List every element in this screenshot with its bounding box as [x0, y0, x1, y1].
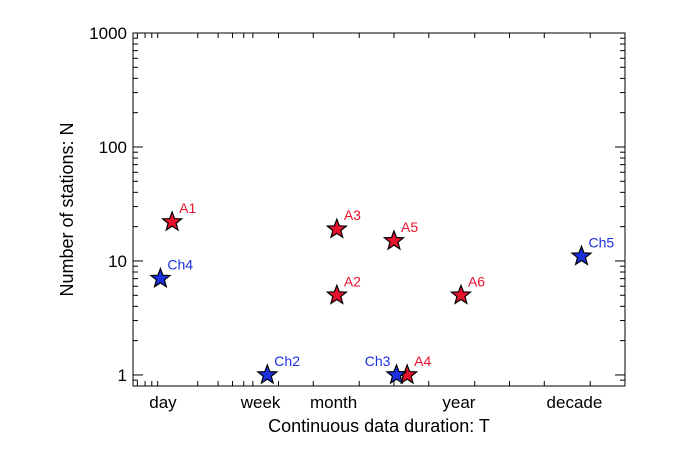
star-marker-ch2: [256, 363, 279, 385]
point-label-ch5: Ch5: [588, 234, 614, 250]
star-marker-ch3: [385, 363, 408, 385]
point-label-ch2: Ch2: [274, 353, 300, 369]
point-label-a4: A4: [414, 353, 431, 369]
x-tick-label: week: [240, 393, 281, 412]
star-marker-ch4: [149, 266, 172, 289]
point-label-ch3: Ch3: [365, 353, 391, 369]
star-marker-ch5: [570, 244, 593, 266]
point-label-a1: A1: [179, 200, 196, 216]
data-points: A1 A2 A3 A4 A5 A6 Ch2 Ch3 Ch4 Ch5: [149, 200, 614, 385]
y-tick-label: 1: [118, 366, 127, 385]
star-marker-a1: [160, 210, 184, 232]
point-label-a6: A6: [468, 273, 485, 289]
y-tick-label: 100: [99, 138, 127, 157]
x-tick-label: month: [310, 393, 357, 412]
plot-frame: [132, 32, 626, 387]
y-tick-label: 10: [108, 252, 127, 271]
star-marker-a3: [325, 217, 348, 239]
axis-ticks: [133, 32, 625, 386]
x-axis-title: Continuous data duration: T: [268, 416, 490, 436]
y-tick-label: 1000: [89, 24, 127, 43]
point-label-a3: A3: [344, 207, 361, 223]
x-tick-label: day: [149, 393, 177, 412]
point-label-a5: A5: [401, 219, 418, 235]
star-marker-a2: [325, 283, 348, 305]
point-label-a2: A2: [344, 273, 361, 289]
x-tick-label: year: [442, 393, 475, 412]
y-axis-title: Number of stations: N: [57, 122, 77, 296]
point-label-ch4: Ch4: [167, 257, 193, 273]
star-marker-a5: [382, 229, 406, 251]
tick-labels: 1 10 100 1000 day week month year decade: [89, 24, 602, 412]
x-tick-label: decade: [547, 393, 603, 412]
star-marker-a6: [449, 283, 473, 305]
